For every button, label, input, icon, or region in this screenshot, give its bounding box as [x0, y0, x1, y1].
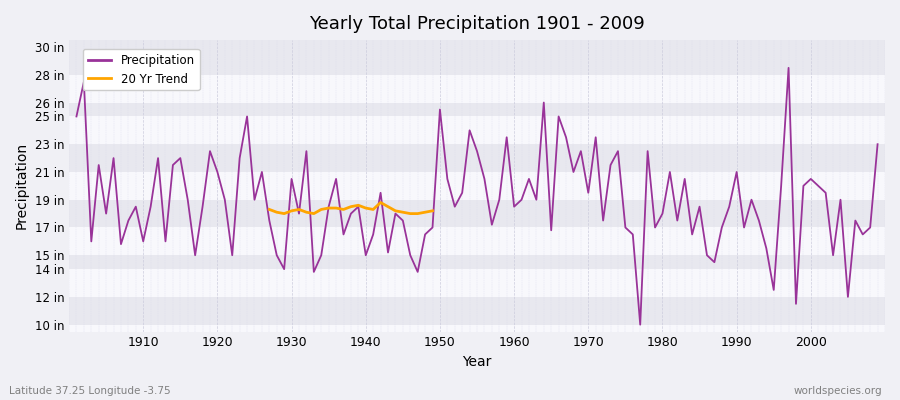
- Bar: [69, 75, 885, 102]
- Bar: [69, 297, 885, 325]
- Text: Latitude 37.25 Longitude -3.75: Latitude 37.25 Longitude -3.75: [9, 386, 171, 396]
- Legend: Precipitation, 20 Yr Trend: Precipitation, 20 Yr Trend: [83, 49, 200, 90]
- Bar: [69, 172, 885, 200]
- Title: Yearly Total Precipitation 1901 - 2009: Yearly Total Precipitation 1901 - 2009: [309, 15, 645, 33]
- Bar: [69, 325, 885, 332]
- X-axis label: Year: Year: [463, 355, 491, 369]
- Bar: [69, 116, 885, 144]
- Bar: [69, 228, 885, 255]
- Y-axis label: Precipitation: Precipitation: [15, 142, 29, 230]
- Bar: [69, 200, 885, 228]
- Bar: [69, 47, 885, 75]
- Text: worldspecies.org: worldspecies.org: [794, 386, 882, 396]
- Bar: [69, 144, 885, 172]
- Bar: [69, 255, 885, 269]
- Bar: [69, 102, 885, 116]
- Bar: [69, 40, 885, 47]
- Bar: [69, 269, 885, 297]
